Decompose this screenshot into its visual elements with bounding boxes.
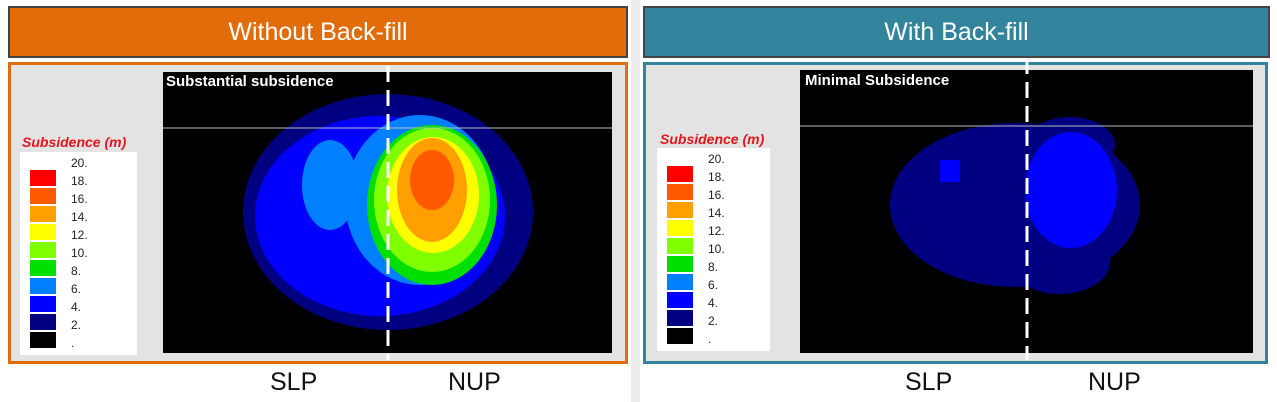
- legend-title: Subsidence (m): [660, 131, 765, 147]
- legend-swatch: [30, 314, 56, 330]
- legend-swatch: [30, 278, 56, 294]
- legend-swatch: [667, 256, 693, 272]
- legend-label: 14.: [708, 206, 725, 220]
- legend-label: 12.: [708, 224, 725, 238]
- legend-label: 10.: [71, 246, 88, 260]
- legend-label: 8.: [71, 264, 82, 278]
- legend-label: 6.: [71, 282, 82, 296]
- annotation-substantial-subsidence: Substantial subsidence: [166, 73, 334, 90]
- legend-swatch: [667, 166, 693, 182]
- legend-label: 8.: [708, 260, 719, 274]
- legend-swatch: [667, 274, 693, 290]
- legend-swatch: [667, 184, 693, 200]
- legend-label: 16.: [71, 192, 88, 206]
- label-slp: SLP: [270, 368, 318, 396]
- legend-label: 2.: [708, 314, 719, 328]
- legend-swatch: [30, 224, 56, 240]
- legend-label: 4.: [708, 296, 719, 310]
- legend-swatch: [30, 206, 56, 222]
- label-nup: NUP: [448, 368, 501, 396]
- legend-swatch: [667, 220, 693, 236]
- legend-swatch: [667, 238, 693, 254]
- legend-label: 18.: [71, 174, 88, 188]
- legend-label: 20.: [71, 156, 88, 170]
- legend-swatch: [30, 242, 56, 258]
- legend-swatch: [667, 328, 693, 344]
- legend-label: 18.: [708, 170, 725, 184]
- label-slp: SLP: [905, 368, 953, 396]
- legend-label: 20.: [708, 152, 725, 166]
- panel-title-with-backfill: With Back-fill: [643, 6, 1270, 58]
- legend-swatch: [30, 170, 56, 186]
- label-nup: NUP: [1088, 368, 1141, 396]
- legend-swatch: [30, 332, 56, 348]
- legend-with-backfill: 20. 18. 16. 14. 12. 10. 8. 6. 4. 2. .: [657, 148, 770, 351]
- legend-swatch: [667, 202, 693, 218]
- legend-swatch: [30, 188, 56, 204]
- legend-swatch: [667, 310, 693, 326]
- legend-label: 14.: [71, 210, 88, 224]
- legend-title: Subsidence (m): [22, 134, 127, 150]
- legend-without-backfill: 20. 18. 16. 14. 12. 10. 8. 6. 4. 2. .: [20, 152, 137, 355]
- annotation-minimal-subsidence: Minimal Subsidence: [805, 72, 950, 89]
- legend-label: 10.: [708, 242, 725, 256]
- legend-swatch: [667, 292, 693, 308]
- panel-divider: [631, 0, 640, 402]
- legend-label: .: [71, 336, 75, 350]
- panel-title-without-backfill: Without Back-fill: [8, 6, 628, 58]
- legend-label: 12.: [71, 228, 88, 242]
- legend-label: .: [708, 332, 712, 346]
- legend-label: 6.: [708, 278, 719, 292]
- legend-swatch: [30, 296, 56, 312]
- legend-label: 2.: [71, 318, 82, 332]
- legend-swatch: [30, 260, 56, 276]
- legend-label: 4.: [71, 300, 82, 314]
- legend-label: 16.: [708, 188, 725, 202]
